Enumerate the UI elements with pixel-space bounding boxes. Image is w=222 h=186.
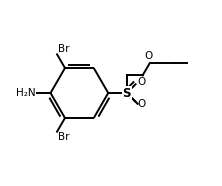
Text: O: O bbox=[145, 51, 153, 61]
Text: O: O bbox=[138, 77, 146, 87]
Text: S: S bbox=[123, 86, 131, 100]
Text: Br: Br bbox=[58, 44, 69, 54]
Text: O: O bbox=[138, 99, 146, 109]
Text: Br: Br bbox=[58, 132, 69, 142]
Text: H₂N: H₂N bbox=[16, 88, 36, 98]
